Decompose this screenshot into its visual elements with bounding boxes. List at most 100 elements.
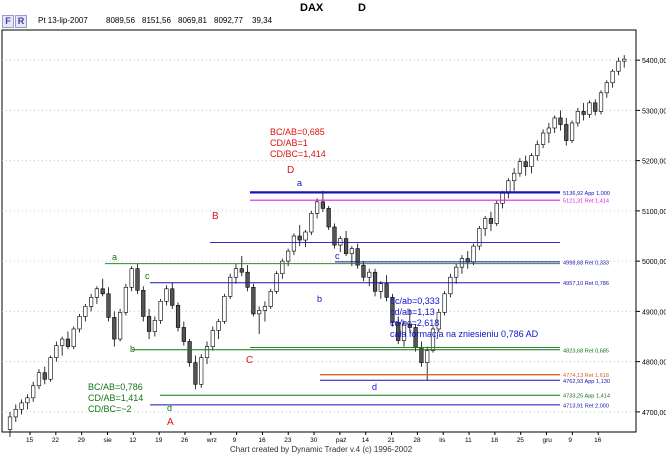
candle-body bbox=[100, 288, 105, 295]
fib-level-label: 4957,10 Ret 0,786 bbox=[563, 281, 609, 287]
price-axis-label: 5000,00 bbox=[642, 259, 666, 266]
candle-body bbox=[355, 248, 360, 266]
info-change: 39,34 bbox=[252, 16, 273, 25]
candle-body bbox=[407, 323, 412, 328]
date-axis-label: 30 bbox=[310, 437, 318, 444]
info-close: 8092,77 bbox=[214, 16, 243, 25]
small-c-blue: c bbox=[335, 251, 340, 261]
info-low: 8069,81 bbox=[178, 16, 207, 25]
date-axis-label: 14 bbox=[362, 437, 370, 444]
candle-body bbox=[65, 338, 71, 347]
candle-body bbox=[164, 288, 169, 302]
candle-body bbox=[19, 402, 24, 410]
r-button[interactable]: R bbox=[15, 15, 27, 28]
point-c-label: C bbox=[246, 355, 254, 366]
candle-body bbox=[54, 345, 59, 358]
candle-body bbox=[193, 362, 198, 385]
date-axis-label: 12 bbox=[129, 437, 137, 444]
candle-body bbox=[129, 268, 134, 288]
date-axis-label: 25 bbox=[517, 437, 525, 444]
candle-body bbox=[430, 328, 436, 351]
date-axis-label: 9 bbox=[568, 437, 572, 444]
candle-body bbox=[239, 268, 244, 273]
candle-body bbox=[378, 283, 383, 292]
price-axis-label: 4900,00 bbox=[642, 309, 666, 316]
candle-body bbox=[361, 264, 366, 278]
fib-level-label: 4998,68 Ret 0,333 bbox=[563, 260, 609, 266]
fib-level-label: 4733,25 App 1,414 bbox=[563, 394, 610, 400]
candle-body bbox=[146, 316, 152, 332]
candle-body bbox=[257, 310, 262, 315]
right-ratio-bc-ab: bc/ab=0,333 bbox=[390, 296, 440, 306]
candle-body bbox=[175, 305, 181, 328]
plot-area bbox=[1, 29, 637, 433]
candle-body bbox=[558, 117, 563, 125]
date-axis-label: 22 bbox=[52, 437, 60, 444]
candle-body bbox=[338, 238, 343, 246]
top-ratio-cd-bc: CD/BC=1,414 bbox=[270, 149, 326, 159]
candle-body bbox=[471, 245, 476, 263]
price-axis-label: 5400,00 bbox=[642, 58, 666, 65]
candle-body bbox=[517, 161, 523, 174]
small-d-blue: d bbox=[372, 382, 378, 392]
candle-body bbox=[575, 111, 580, 124]
bottom-ratio-cd-ab: CD/AB=1,414 bbox=[88, 393, 144, 403]
candle-body bbox=[251, 286, 256, 315]
candle-body bbox=[222, 296, 227, 322]
candle-body bbox=[309, 213, 314, 233]
small-c-green: c bbox=[145, 271, 150, 281]
small-b-blue: b bbox=[317, 294, 323, 304]
bottom-ratio-bc-ab: BC/AB=0,786 bbox=[88, 382, 143, 392]
date-axis-label: paź bbox=[336, 437, 346, 444]
date-axis-label: 23 bbox=[284, 437, 292, 444]
date-axis-label: 19 bbox=[155, 437, 163, 444]
date-axis-label: gru bbox=[543, 437, 553, 444]
candle-body bbox=[512, 172, 517, 182]
candle-body bbox=[141, 289, 146, 317]
candle-body bbox=[454, 266, 459, 278]
top-ratio-cd-ab: CD/AB=1 bbox=[270, 138, 308, 148]
candle-body bbox=[494, 203, 499, 224]
candle-body bbox=[158, 301, 163, 321]
date-axis-label: 29 bbox=[78, 437, 86, 444]
candle-body bbox=[396, 322, 401, 341]
fib-level-label: 4713,91 Ret 2,000 bbox=[563, 403, 609, 409]
date-axis-label: 18 bbox=[491, 437, 499, 444]
candle-body bbox=[540, 132, 546, 145]
candle-body bbox=[94, 288, 100, 298]
candle-body bbox=[25, 397, 30, 404]
candle-body bbox=[459, 258, 465, 268]
candle-body bbox=[326, 208, 331, 228]
candle-body bbox=[622, 58, 627, 62]
fib-level-label: 4774,13 Ret 1,618 bbox=[563, 373, 609, 379]
fib-level-label: 4762,93 App 1,130 bbox=[563, 379, 610, 385]
candle-body bbox=[425, 350, 430, 363]
candle-body bbox=[616, 60, 621, 72]
candle-body bbox=[593, 102, 598, 112]
candle-body bbox=[48, 357, 53, 380]
info-open: 8089,56 bbox=[106, 16, 135, 25]
candle-body bbox=[112, 317, 117, 340]
candle-body bbox=[401, 323, 407, 341]
candle-body bbox=[216, 321, 221, 331]
price-axis-label: 5200,00 bbox=[642, 159, 666, 166]
date-axis-label: 15 bbox=[26, 437, 34, 444]
candle-body bbox=[343, 238, 349, 254]
candle-body bbox=[77, 316, 82, 330]
candle-body bbox=[564, 124, 569, 141]
candle-body bbox=[135, 268, 140, 291]
candle-body bbox=[170, 288, 175, 306]
point-d-label: D bbox=[287, 165, 295, 176]
candle-body bbox=[315, 201, 320, 214]
f-button[interactable]: F bbox=[2, 15, 14, 28]
candle-body bbox=[152, 320, 157, 332]
candle-body bbox=[372, 271, 378, 292]
candle-body bbox=[42, 372, 47, 380]
candle-body bbox=[268, 290, 273, 307]
date-axis-label: 16 bbox=[594, 437, 602, 444]
candle-body bbox=[297, 235, 302, 241]
candle-body bbox=[384, 283, 389, 298]
price-axis-label: 4800,00 bbox=[642, 360, 666, 367]
